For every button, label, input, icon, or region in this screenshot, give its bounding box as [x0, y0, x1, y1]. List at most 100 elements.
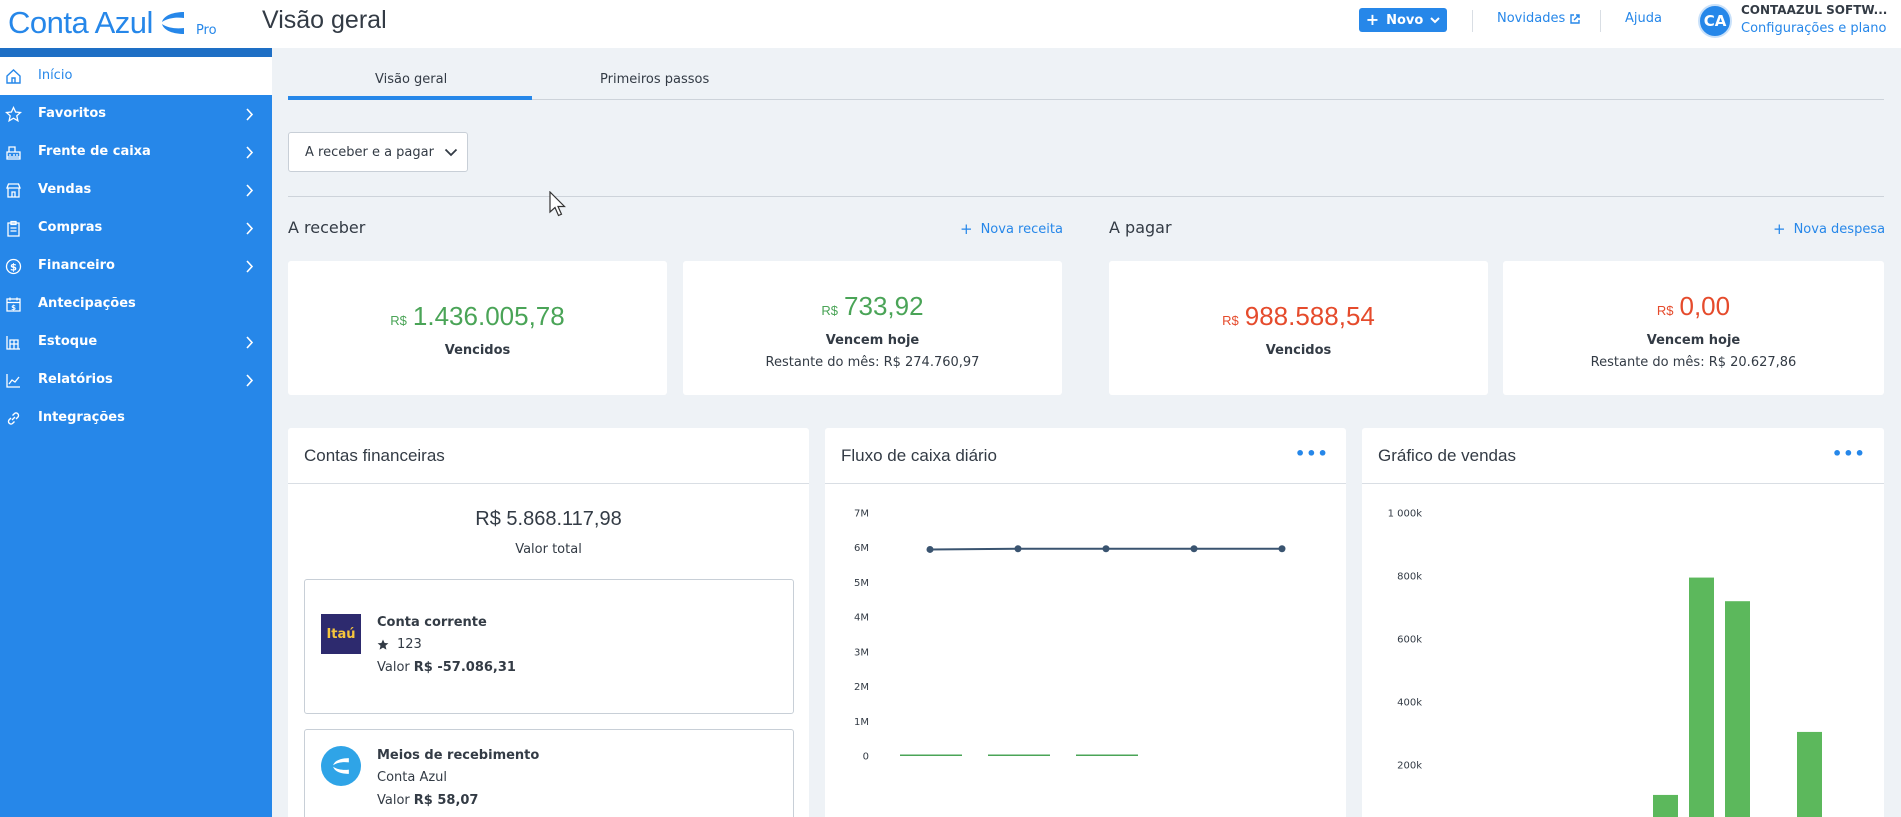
news-link-label: Novidades: [1497, 11, 1566, 26]
calendar-money-icon: $: [6, 297, 21, 312]
sales-chart: 1 000k 800k 600k 400k 200k: [1388, 509, 1822, 817]
new-income-label: Nova receita: [980, 221, 1063, 237]
accounts-total-label: Valor total: [515, 542, 582, 557]
sidebar-item-antecipacoes[interactable]: $ Antecipações: [0, 285, 272, 323]
account-value-label: Valor: [377, 793, 410, 808]
sidebar-item-label: Vendas: [38, 182, 92, 197]
account-detail: 123: [377, 637, 422, 652]
panel-title: Gráfico de vendas: [1378, 446, 1516, 465]
sidebar-item-favoritos[interactable]: Favoritos: [0, 95, 272, 133]
payable-month-remaining: Restante do mês: R$ 20.627,86: [1590, 355, 1797, 370]
company-name[interactable]: CONTAAZUL SOFTW...: [1741, 3, 1888, 17]
sidebar-item-label: Antecipações: [38, 296, 136, 311]
panel-title: Contas financeiras: [304, 446, 445, 465]
cashflow-bar: [1076, 754, 1138, 756]
more-options-icon[interactable]: •••: [1295, 444, 1329, 463]
payable-due-today-amount: R$ 0,00: [1503, 291, 1884, 322]
account-card[interactable]: Meios de recebimento Conta Azul Valor R$…: [304, 729, 794, 817]
help-link[interactable]: Ajuda: [1625, 11, 1662, 26]
chevron-right-icon: [246, 374, 254, 387]
financial-accounts-panel: Contas financeiras R$ 5.868.117,98 Valor…: [288, 428, 809, 817]
plus-icon: +: [1365, 10, 1380, 29]
sidebar-item-inicio[interactable]: Início: [0, 57, 272, 95]
payable-due-today-label: Vencem hoje: [1646, 333, 1741, 348]
payable-title: A pagar: [1109, 218, 1172, 237]
receivable-due-today-card[interactable]: R$ 733,92 Vencem hoje Restante do mês: R$…: [683, 261, 1062, 395]
account-name: Meios de recebimento: [377, 748, 540, 763]
account-card[interactable]: Itaú Conta corrente 123 Valor R$ -57.086…: [304, 579, 794, 714]
y-axis-tick-label: 1 000k: [1388, 509, 1423, 520]
y-axis-tick-label: 5M: [854, 578, 869, 589]
help-link-label: Ajuda: [1625, 11, 1662, 26]
chevron-right-icon: [246, 184, 254, 197]
plan-badge: Pro: [195, 23, 217, 38]
new-button[interactable]: + Novo: [1359, 8, 1447, 32]
payable-overdue-label: Vencidos: [1265, 343, 1332, 358]
account-detail: Conta Azul: [377, 770, 447, 785]
amount-value: 733,92: [844, 291, 924, 321]
panel-header: Fluxo de caixa diário •••: [825, 428, 1346, 484]
mouse-cursor-icon: [549, 191, 566, 217]
cashflow-data-point: [1102, 545, 1110, 553]
sidebar-item-label: Relatórios: [38, 372, 113, 387]
section-divider: [288, 196, 1884, 197]
new-income-link[interactable]: + Nova receita: [960, 220, 1063, 238]
sidebar-item-integracoes[interactable]: Integrações: [0, 399, 272, 437]
receivable-payable-filter-dropdown[interactable]: A receber e a pagar: [288, 132, 468, 172]
new-expense-label: Nova despesa: [1793, 221, 1886, 237]
svg-text:$: $: [11, 304, 16, 312]
y-axis-tick-label: 600k: [1397, 635, 1422, 646]
currency-symbol: R$: [1222, 313, 1239, 328]
cashflow-bar: [988, 754, 1050, 756]
tab-primeiros-passos[interactable]: Primeiros passos: [600, 72, 710, 87]
conta-azul-logo-icon: [321, 746, 361, 786]
new-expense-link[interactable]: + Nova despesa: [1773, 220, 1885, 238]
cashflow-data-point: [926, 545, 934, 553]
sidebar-item-label: Frente de caixa: [38, 144, 151, 159]
payable-overdue-card[interactable]: R$ 988.588,54 Vencidos: [1109, 261, 1488, 395]
svg-text:$: $: [10, 263, 17, 274]
y-axis-tick-label: 3M: [854, 647, 869, 658]
plus-icon: +: [960, 220, 973, 238]
chevron-down-icon: [1430, 16, 1441, 23]
sidebar-item-label: Estoque: [38, 334, 98, 349]
chevron-right-icon: [246, 108, 254, 121]
amount-value: 1.436.005,78: [412, 301, 565, 331]
tab-visao-geral[interactable]: Visão geral: [375, 72, 448, 87]
y-axis-tick-label: 2M: [854, 682, 869, 693]
receivable-overdue-card[interactable]: R$ 1.436.005,78 Vencidos: [288, 261, 667, 395]
tab-bar: Visão geral Primeiros passos: [288, 62, 1884, 100]
star-icon: [377, 639, 389, 650]
news-link[interactable]: Novidades: [1497, 11, 1580, 26]
account-value: Valor R$ -57.086,31: [377, 660, 516, 675]
chevron-right-icon: [246, 260, 254, 273]
bank-logo-text: Itaú: [326, 626, 356, 642]
itau-bank-logo: Itaú: [321, 614, 361, 654]
sales-bar: [1653, 794, 1678, 817]
sidebar-item-estoque[interactable]: Estoque: [0, 323, 272, 361]
payable-due-today-card[interactable]: R$ 0,00 Vencem hoje Restante do mês: R$ 2…: [1503, 261, 1884, 395]
conta-azul-logo[interactable]: Conta Azul Pro: [8, 5, 217, 41]
cashflow-data-point: [1278, 545, 1286, 553]
avatar[interactable]: CA: [1698, 4, 1732, 38]
warehouse-icon: [6, 336, 20, 350]
sales-bar: [1725, 601, 1750, 817]
settings-and-plan-link[interactable]: Configurações e plano: [1741, 21, 1887, 36]
account-value-amount: R$ -57.086,31: [413, 660, 516, 675]
y-axis-tick-label: 200k: [1397, 761, 1422, 772]
clipboard-icon: [7, 220, 20, 237]
more-options-icon[interactable]: •••: [1832, 444, 1866, 463]
sidebar: Início Favoritos Frente de caixa Vendas …: [0, 48, 272, 817]
cashflow-data-point: [1014, 545, 1022, 553]
panel-header: Contas financeiras: [288, 428, 809, 484]
sidebar-item-frente-de-caixa[interactable]: Frente de caixa: [0, 133, 272, 171]
sidebar-item-compras[interactable]: Compras: [0, 209, 272, 247]
sidebar-item-financeiro[interactable]: $ Financeiro: [0, 247, 272, 285]
logo-mark-icon: [161, 12, 184, 34]
sidebar-item-relatorios[interactable]: Relatórios: [0, 361, 272, 399]
receivable-due-today-label: Vencem hoje: [825, 333, 920, 348]
sidebar-item-vendas[interactable]: Vendas: [0, 171, 272, 209]
receivable-overdue-label: Vencidos: [444, 343, 511, 358]
chevron-right-icon: [246, 336, 254, 349]
header-divider: [1600, 10, 1601, 32]
